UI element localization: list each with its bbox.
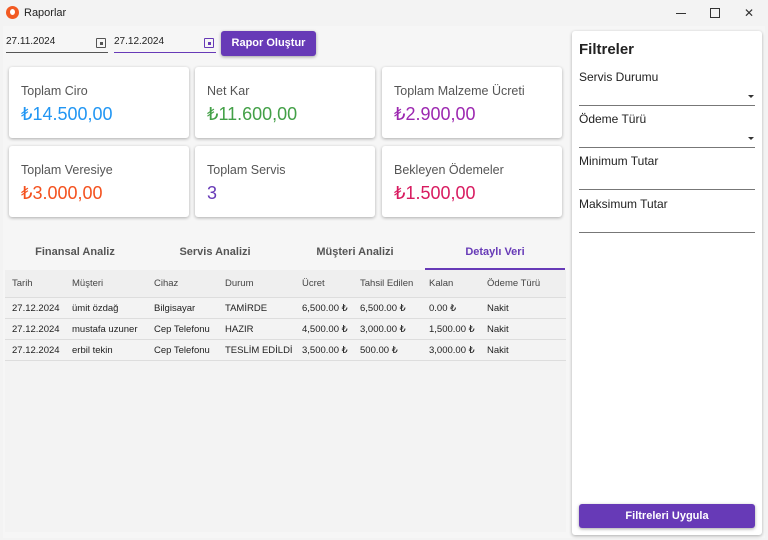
card-total-service: Toplam Servis 3 <box>195 146 375 217</box>
card-value: ₺3.000,00 <box>21 183 103 203</box>
calendar-icon[interactable] <box>96 38 106 48</box>
cell-collected: 500.00 ₺ <box>360 345 398 356</box>
cell-status: HAZIR <box>225 324 254 335</box>
card-label: Toplam Ciro <box>21 84 88 98</box>
cell-customer: mustafa uzuner <box>72 324 138 335</box>
start-date-picker[interactable]: 27.11.2024 <box>6 32 108 53</box>
card-material-cost: Toplam Malzeme Ücreti ₺2.900,00 <box>382 67 562 138</box>
card-label: Toplam Veresiye <box>21 163 113 177</box>
calendar-icon[interactable] <box>204 38 214 48</box>
maximize-icon <box>710 8 720 18</box>
card-total-credit: Toplam Veresiye ₺3.000,00 <box>9 146 189 217</box>
cell-remaining: 3,000.00 ₺ <box>429 345 475 356</box>
cell-remaining: 1,500.00 ₺ <box>429 324 475 335</box>
filters-panel: Filtreler Servis Durumu Ödeme Türü Minim… <box>572 31 762 535</box>
start-date-value: 27.11.2024 <box>6 36 56 47</box>
tab-service-analysis[interactable]: Servis Analizi <box>179 246 251 258</box>
title-bar: Raporlar ✕ <box>0 0 768 26</box>
cell-collected: 3,000.00 ₺ <box>360 324 406 335</box>
apply-filters-button[interactable]: Filtreleri Uygula <box>579 504 755 528</box>
chevron-down-icon[interactable] <box>748 137 754 140</box>
payment-type-select[interactable] <box>579 147 755 148</box>
tab-financial-analysis[interactable]: Finansal Analiz <box>35 246 115 258</box>
chevron-down-icon[interactable] <box>748 95 754 98</box>
close-icon: ✕ <box>743 6 755 20</box>
column-header[interactable]: Ödeme Türü <box>487 278 541 289</box>
table-row[interactable]: 27.12.2024 erbil tekin Cep Telefonu TESL… <box>5 340 566 361</box>
card-net-profit: Net Kar ₺11.600,00 <box>195 67 375 138</box>
card-label: Net Kar <box>207 84 250 98</box>
end-date-value: 27.12.2024 <box>114 36 165 47</box>
card-value: ₺11.600,00 <box>207 104 298 124</box>
column-header[interactable]: Tarih <box>12 278 33 289</box>
cell-fee: 6,500.00 ₺ <box>302 303 348 314</box>
cell-collected: 6,500.00 ₺ <box>360 303 406 314</box>
detailed-data-table: Tarih Müşteri Cihaz Durum Ücret Tahsil E… <box>5 270 566 532</box>
cell-fee: 3,500.00 ₺ <box>302 345 348 356</box>
min-amount-label: Minimum Tutar <box>579 154 659 168</box>
card-pending-payments: Bekleyen Ödemeler ₺1.500,00 <box>382 146 562 217</box>
cell-status: TESLİM EDİLDİ <box>225 345 293 356</box>
app-icon <box>6 6 19 19</box>
generate-report-button[interactable]: Rapor Oluştur <box>221 31 316 56</box>
card-label: Toplam Servis <box>207 163 286 177</box>
payment-type-label: Ödeme Türü <box>579 112 647 126</box>
card-value: ₺14.500,00 <box>21 104 113 124</box>
column-header[interactable]: Müşteri <box>72 278 104 289</box>
end-date-picker[interactable]: 27.12.2024 <box>114 32 216 53</box>
cell-device: Cep Telefonu <box>154 324 210 335</box>
tab-customer-analysis[interactable]: Müşteri Analizi <box>316 246 394 258</box>
table-row[interactable]: 27.12.2024 mustafa uzuner Cep Telefonu H… <box>5 319 566 340</box>
column-header[interactable]: Tahsil Edilen <box>360 278 414 289</box>
card-value: 3 <box>207 183 218 203</box>
column-header[interactable]: Cihaz <box>154 278 179 289</box>
minimize-button[interactable] <box>664 0 698 26</box>
cell-payment-type: Nakit <box>487 324 509 335</box>
max-amount-label: Maksimum Tutar <box>579 197 668 211</box>
max-amount-input[interactable] <box>579 232 755 233</box>
column-header[interactable]: Ücret <box>302 278 325 289</box>
table-header: Tarih Müşteri Cihaz Durum Ücret Tahsil E… <box>5 270 566 298</box>
card-total-revenue: Toplam Ciro ₺14.500,00 <box>9 67 189 138</box>
filters-title: Filtreler <box>579 41 635 58</box>
cell-payment-type: Nakit <box>487 345 509 356</box>
service-status-label: Servis Durumu <box>579 70 659 84</box>
card-value: ₺2.900,00 <box>394 104 476 124</box>
card-label: Toplam Malzeme Ücreti <box>394 84 525 98</box>
cell-customer: erbil tekin <box>72 345 113 356</box>
cell-status: TAMİRDE <box>225 303 268 314</box>
cell-date: 27.12.2024 <box>12 303 60 314</box>
cell-device: Cep Telefonu <box>154 345 210 356</box>
cell-fee: 4,500.00 ₺ <box>302 324 348 335</box>
table-row[interactable]: 27.12.2024 ümit özdağ Bilgisayar TAMİRDE… <box>5 298 566 319</box>
close-button[interactable]: ✕ <box>732 0 766 26</box>
main-content: 27.11.2024 27.12.2024 Rapor Oluştur Topl… <box>3 26 765 538</box>
cell-remaining: 0.00 ₺ <box>429 303 457 314</box>
cell-device: Bilgisayar <box>154 303 196 314</box>
maximize-button[interactable] <box>698 0 732 26</box>
cell-date: 27.12.2024 <box>12 345 60 356</box>
tab-detailed-data[interactable]: Detaylı Veri <box>425 238 565 270</box>
card-value: ₺1.500,00 <box>394 183 476 203</box>
cell-payment-type: Nakit <box>487 303 509 314</box>
column-header[interactable]: Durum <box>225 278 254 289</box>
column-header[interactable]: Kalan <box>429 278 454 289</box>
cell-customer: ümit özdağ <box>72 303 119 314</box>
minimize-icon <box>676 12 686 14</box>
min-amount-input[interactable] <box>579 189 755 190</box>
cell-date: 27.12.2024 <box>12 324 60 335</box>
card-label: Bekleyen Ödemeler <box>394 163 504 177</box>
service-status-select[interactable] <box>579 105 755 106</box>
window-title: Raporlar <box>24 7 67 19</box>
